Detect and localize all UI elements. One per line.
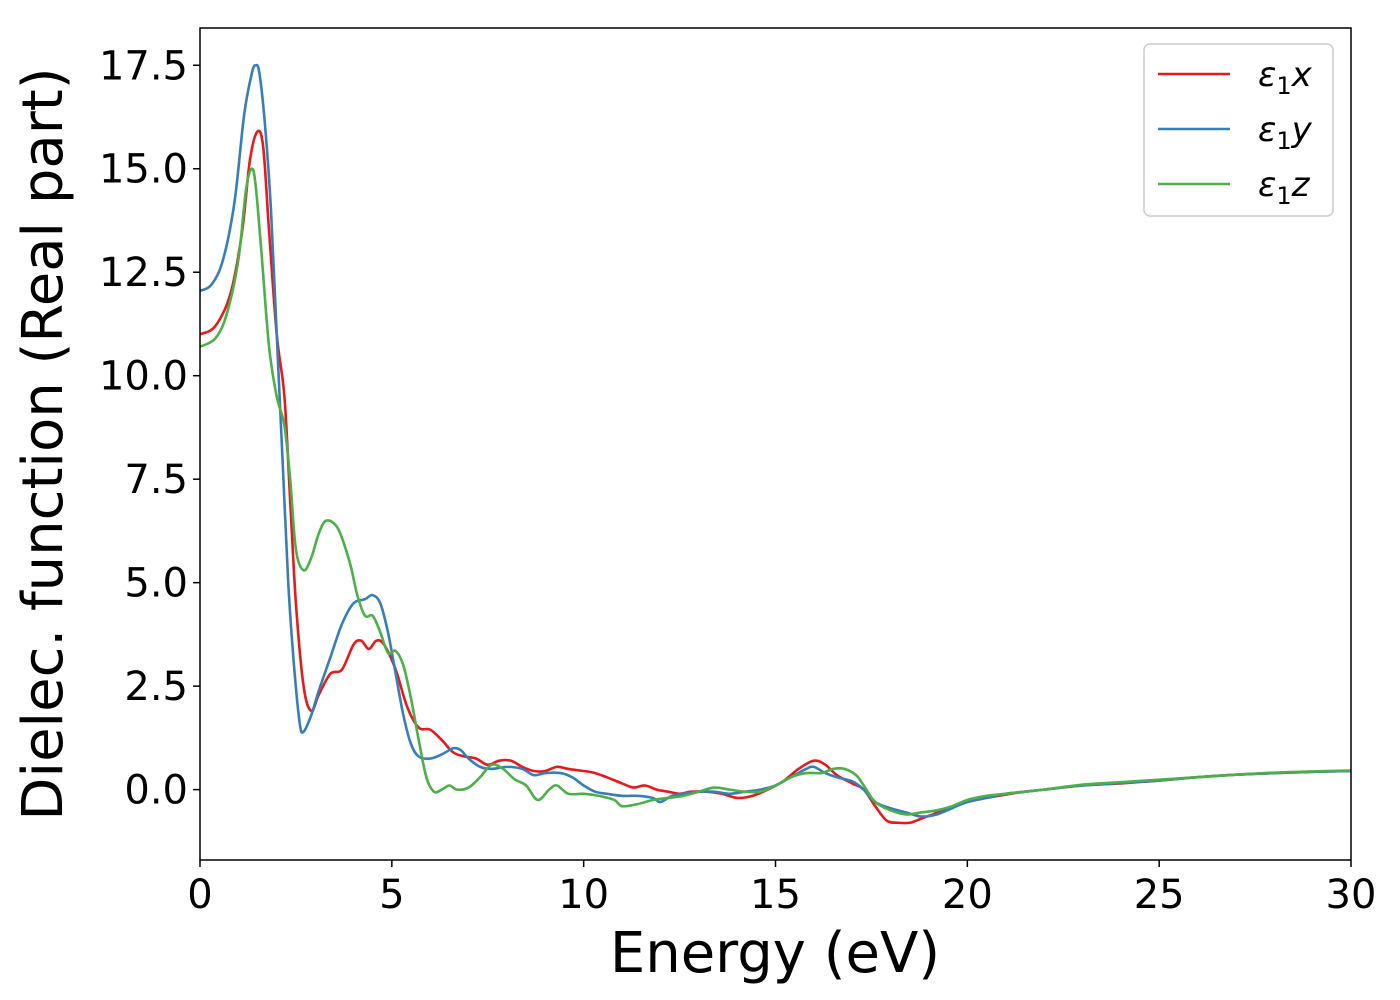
y-axis-title: Dielec. function (Real part) (11, 67, 76, 820)
legend-axis: x (1291, 55, 1313, 95)
legend-subscript: 1 (1276, 72, 1291, 100)
y-tick-label: 0.0 (124, 768, 188, 814)
y-tick-label: 10.0 (99, 354, 188, 400)
legend-axis: z (1291, 165, 1311, 205)
legend-symbol: ε (1258, 165, 1276, 205)
legend-symbol: ε (1258, 55, 1276, 95)
y-tick-label: 5.0 (124, 561, 188, 607)
series-layer (200, 63, 1351, 825)
x-tick-label: 5 (379, 872, 404, 918)
legend-symbol: ε (1258, 110, 1276, 150)
x-tick-label: 25 (1134, 872, 1185, 918)
y-tick-label: 12.5 (99, 250, 188, 296)
y-tick-label: 2.5 (124, 664, 188, 710)
x-tick-label: 30 (1326, 872, 1377, 918)
x-tick-label: 20 (942, 872, 993, 918)
legend-label-z: ε1z (1258, 165, 1311, 210)
y-tick-label: 7.5 (124, 457, 188, 503)
y-tick-label: 15.0 (99, 147, 188, 193)
x-tick-label: 15 (750, 872, 801, 918)
y-tick-label: 17.5 (99, 43, 188, 89)
legend-subscript: 1 (1276, 127, 1291, 155)
legend-axis: y (1291, 110, 1313, 150)
series-line-y (200, 63, 1351, 818)
legend-label-x: ε1x (1258, 55, 1313, 100)
x-axis-title: Energy (eV) (610, 921, 940, 986)
x-tick-label: 0 (187, 872, 212, 918)
legend-label-y: ε1y (1258, 110, 1313, 155)
legend-box (1143, 43, 1334, 217)
x-tick-label: 10 (558, 872, 609, 918)
series-line-x (200, 129, 1351, 825)
y-axis: 0.0 2.5 5.0 7.5 10.0 12.5 15.0 17.5 (99, 43, 200, 814)
x-axis: 0 5 10 15 20 25 30 (187, 860, 1376, 918)
series-line-z (200, 167, 1351, 816)
legend-subscript: 1 (1276, 182, 1291, 210)
